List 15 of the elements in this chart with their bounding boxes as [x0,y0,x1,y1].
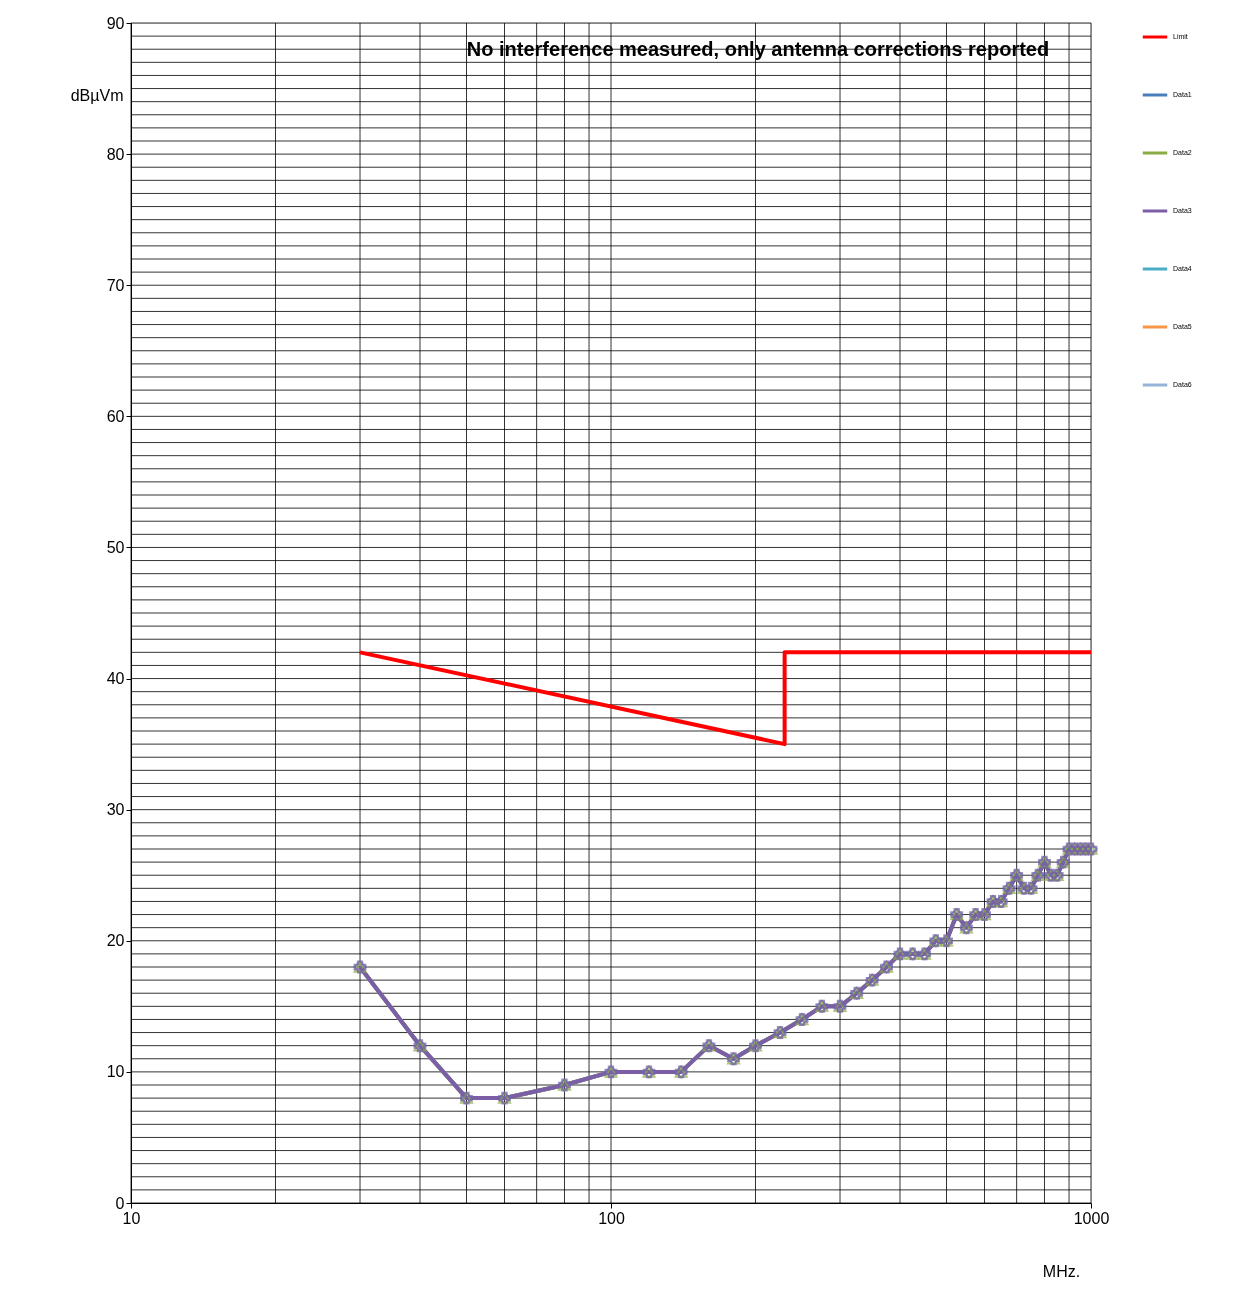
y-tick-label: 40 [106,670,125,688]
y-tick-label: 10 [106,1063,125,1081]
y-tick-label: 0 [115,1194,125,1212]
y-tick-label: 80 [106,145,125,163]
y-tick-label: 50 [106,538,125,556]
x-tick-label: 1000 [1073,1209,1110,1227]
y-tick-label: 90 [106,14,125,32]
y-tick-label: 30 [106,801,125,819]
y-axis-title: dBµVm [70,86,124,104]
y-tick-label: 70 [106,276,125,294]
y-tick-label: 20 [106,932,125,950]
x-tick-label: 10 [122,1209,141,1227]
y-tick-label: 60 [106,407,125,425]
x-axis-title: MHz. [1042,1262,1081,1280]
x-tick-label: 100 [598,1209,625,1227]
